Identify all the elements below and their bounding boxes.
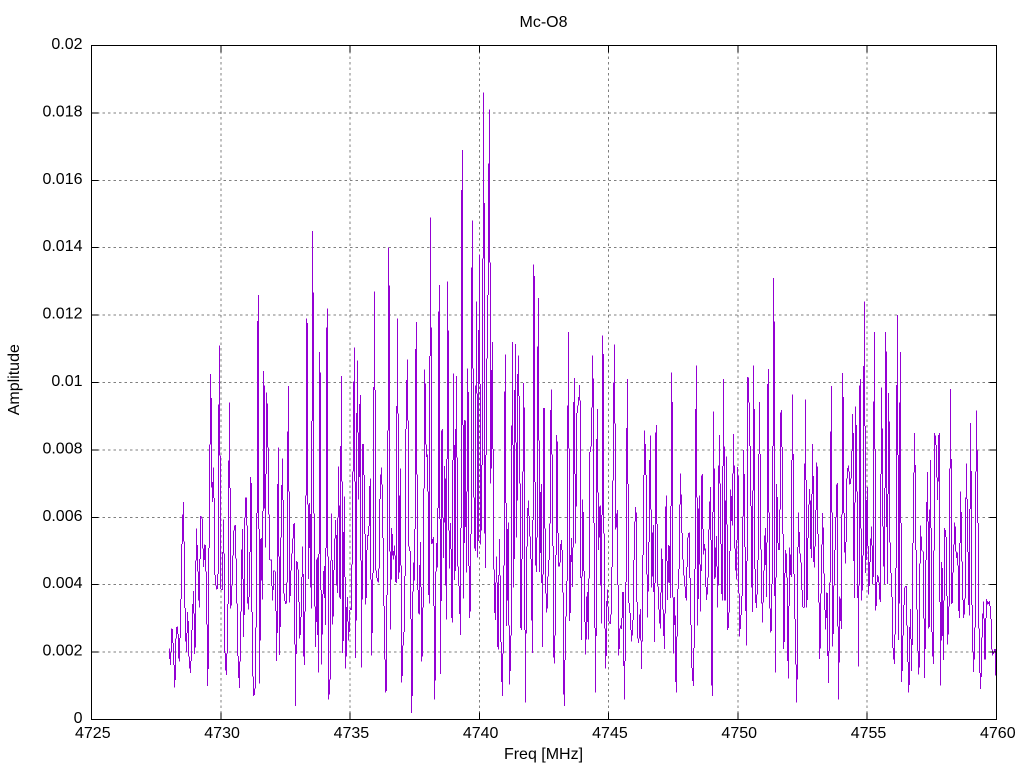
svg-text:Amplitude: Amplitude [6,344,23,415]
svg-text:Freq [MHz]: Freq [MHz] [504,746,583,763]
svg-text:4760: 4760 [980,725,1016,742]
svg-text:Mc-O8: Mc-O8 [520,14,568,31]
svg-text:4750: 4750 [721,725,757,742]
svg-text:4745: 4745 [592,725,628,742]
svg-text:0.004: 0.004 [42,575,82,592]
svg-text:0.012: 0.012 [42,306,82,323]
svg-text:0.006: 0.006 [42,508,82,525]
svg-text:4725: 4725 [75,725,111,742]
svg-text:4730: 4730 [204,725,240,742]
svg-text:0.014: 0.014 [42,238,82,255]
svg-text:4735: 4735 [334,725,370,742]
svg-text:0.008: 0.008 [42,440,82,457]
svg-text:0.016: 0.016 [42,171,82,188]
svg-text:0.002: 0.002 [42,643,82,660]
svg-text:0: 0 [74,710,83,727]
svg-text:4740: 4740 [463,725,499,742]
svg-text:0.01: 0.01 [51,373,82,390]
svg-text:4755: 4755 [851,725,887,742]
svg-text:0.02: 0.02 [51,36,82,53]
svg-text:0.018: 0.018 [42,103,82,120]
